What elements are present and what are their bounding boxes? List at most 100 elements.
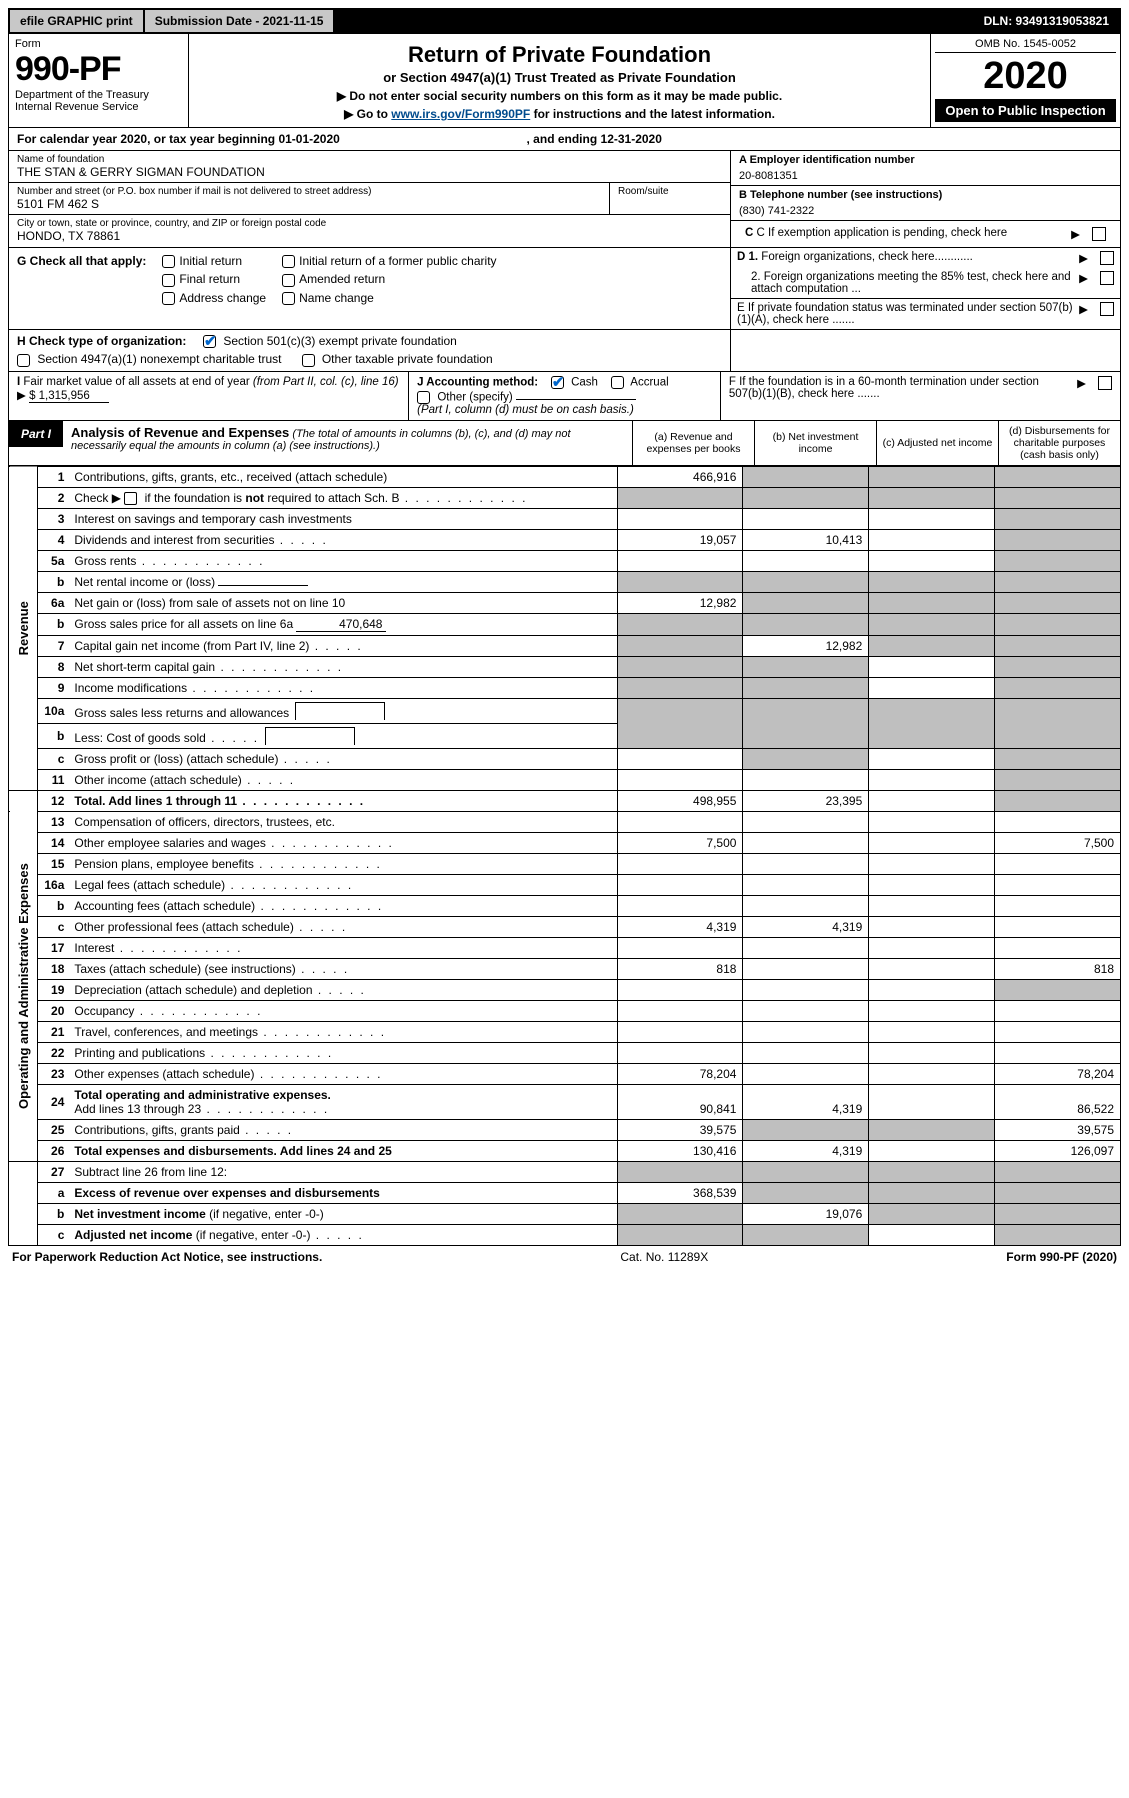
cell-shade <box>995 466 1121 487</box>
row-num: b <box>37 571 70 592</box>
i-value: $ 1,315,956 <box>29 390 109 403</box>
row-num: 10a <box>37 698 70 723</box>
row-num: 17 <box>37 937 70 958</box>
e-label: E If private foundation status was termi… <box>737 302 1073 326</box>
table-row: 14 Other employee salaries and wages 7,5… <box>9 832 1121 853</box>
sch-b-checkbox[interactable] <box>124 492 137 505</box>
row-num: 23 <box>37 1063 70 1084</box>
g-initial-return-checkbox[interactable] <box>162 255 175 268</box>
top-bar: efile GRAPHIC print Submission Date - 20… <box>8 8 1121 34</box>
form-word: Form <box>15 38 182 50</box>
h-opt1: Section 501(c)(3) exempt private foundat… <box>223 334 456 348</box>
row-desc: Depreciation (attach schedule) and deple… <box>70 979 617 1000</box>
row-num: 14 <box>37 832 70 853</box>
footer-left: For Paperwork Reduction Act Notice, see … <box>12 1250 322 1264</box>
cell-26a: 130,416 <box>617 1140 743 1161</box>
cell-4a: 19,057 <box>617 529 743 550</box>
h-other-taxable-checkbox[interactable] <box>302 354 315 367</box>
cell-16ca: 4,319 <box>617 916 743 937</box>
part1-label: Part I <box>9 421 63 447</box>
tax-year: 2020 <box>935 53 1116 99</box>
row-desc: Check ▶ if the foundation is not require… <box>70 487 617 508</box>
calendar-year-line: For calendar year 2020, or tax year begi… <box>8 128 1121 151</box>
table-row: 24 Total operating and administrative ex… <box>9 1084 1121 1119</box>
table-row: 26 Total expenses and disbursements. Add… <box>9 1140 1121 1161</box>
row-num: c <box>37 916 70 937</box>
arrow-icon: ▶ <box>1079 251 1088 265</box>
row-num: 13 <box>37 811 70 832</box>
row-desc: Contributions, gifts, grants paid <box>70 1119 617 1140</box>
ein-value: 20-8081351 <box>739 166 1112 182</box>
header-left: Form 990-PF Department of the Treasury I… <box>9 34 189 127</box>
cell-4b: 10,413 <box>743 529 869 550</box>
h-4947-checkbox[interactable] <box>17 354 30 367</box>
table-row: c Gross profit or (loss) (attach schedul… <box>9 748 1121 769</box>
g-opt-1: Final return <box>179 272 240 286</box>
row-desc: Taxes (attach schedule) (see instruction… <box>70 958 617 979</box>
table-row: b Accounting fees (attach schedule) <box>9 895 1121 916</box>
g-amended-checkbox[interactable] <box>282 274 295 287</box>
table-row: Revenue 1 Contributions, gifts, grants, … <box>9 466 1121 487</box>
j-accrual-checkbox[interactable] <box>611 376 624 389</box>
cell-23a: 78,204 <box>617 1063 743 1084</box>
row-desc: Compensation of officers, directors, tru… <box>70 811 617 832</box>
table-row: 9 Income modifications <box>9 677 1121 698</box>
row-num: 18 <box>37 958 70 979</box>
row-desc: Gross sales price for all assets on line… <box>70 613 617 635</box>
table-row: 21 Travel, conferences, and meetings <box>9 1021 1121 1042</box>
arrow-icon: ▶ <box>1071 227 1080 241</box>
cell-25a: 39,575 <box>617 1119 743 1140</box>
h-label: H Check type of organization: <box>17 334 186 348</box>
row-num: 4 <box>37 529 70 550</box>
g-address-change-checkbox[interactable] <box>162 292 175 305</box>
table-row: c Adjusted net income (if negative, ente… <box>9 1224 1121 1245</box>
table-row: 16a Legal fees (attach schedule) <box>9 874 1121 895</box>
table-row: 22 Printing and publications <box>9 1042 1121 1063</box>
e-checkbox[interactable] <box>1100 302 1114 316</box>
j-other-checkbox[interactable] <box>417 391 430 404</box>
g-initial-public-checkbox[interactable] <box>282 255 295 268</box>
omb-number: OMB No. 1545-0052 <box>935 38 1116 53</box>
efile-label[interactable]: efile GRAPHIC print <box>10 10 145 32</box>
f-checkbox[interactable] <box>1098 376 1112 390</box>
row-desc: Gross rents <box>70 550 617 571</box>
cal-mid: , and ending 12-31-2020 <box>527 132 662 146</box>
addr-label: Number and street (or P.O. box number if… <box>17 186 601 197</box>
phone-label: B Telephone number (see instructions) <box>739 189 1112 201</box>
g-name-change-checkbox[interactable] <box>282 292 295 305</box>
page-footer: For Paperwork Reduction Act Notice, see … <box>8 1246 1121 1264</box>
row-desc: Other income (attach schedule) <box>70 769 617 790</box>
row-num: 11 <box>37 769 70 790</box>
h-501c3-checkbox[interactable] <box>203 335 216 348</box>
g-final-return-checkbox[interactable] <box>162 274 175 287</box>
j-cash-checkbox[interactable] <box>551 376 564 389</box>
row-desc: Total operating and administrative expen… <box>70 1084 617 1119</box>
arrow-icon: ▶ <box>1079 271 1088 285</box>
row-desc: Subtract line 26 from line 12: <box>70 1161 617 1182</box>
table-row: Operating and Administrative Expenses 13… <box>9 811 1121 832</box>
r2-pre: Check ▶ <box>74 491 124 505</box>
f-label: F If the foundation is in a 60-month ter… <box>729 376 1071 400</box>
dln-label: DLN: 93491319053821 <box>974 10 1119 32</box>
table-row: c Other professional fees (attach schedu… <box>9 916 1121 937</box>
d1-checkbox[interactable] <box>1100 251 1114 265</box>
row-desc: Occupancy <box>70 1000 617 1021</box>
city-value: HONDO, TX 78861 <box>17 229 722 243</box>
cell-26b: 4,319 <box>743 1140 869 1161</box>
table-row: 27 Subtract line 26 from line 12: <box>9 1161 1121 1182</box>
form990pf-link[interactable]: www.irs.gov/Form990PF <box>391 107 530 121</box>
row-num: 21 <box>37 1021 70 1042</box>
cell-27a: 368,539 <box>617 1182 743 1203</box>
c-checkbox[interactable] <box>1092 227 1106 241</box>
cell-shade <box>743 466 869 487</box>
table-row: 23 Other expenses (attach schedule) 78,2… <box>9 1063 1121 1084</box>
row-desc: Other expenses (attach schedule) <box>70 1063 617 1084</box>
h-opt3: Other taxable private foundation <box>322 352 493 366</box>
d2-checkbox[interactable] <box>1100 271 1114 285</box>
submission-date: Submission Date - 2021-11-15 <box>145 10 336 32</box>
row-num: 6a <box>37 592 70 613</box>
form-note1: ▶ Do not enter social security numbers o… <box>199 89 920 103</box>
d1-label: D 1. D 1. Foreign organizations, check h… <box>737 251 1073 263</box>
row-num: 27 <box>37 1161 70 1182</box>
d2-label: 2. Foreign organizations meeting the 85%… <box>737 271 1073 295</box>
